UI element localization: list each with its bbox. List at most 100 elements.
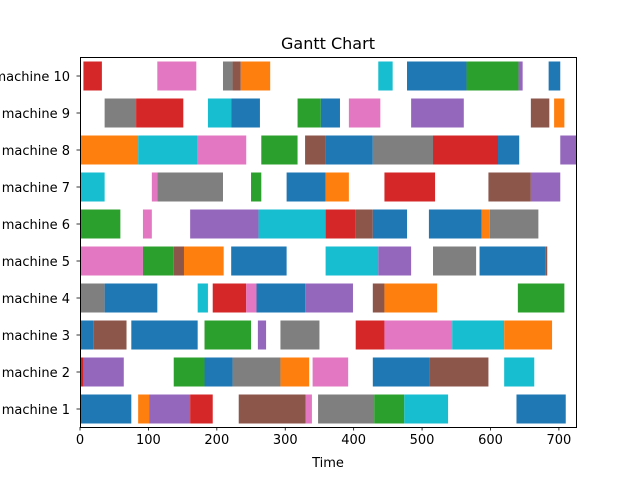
task-bar <box>305 394 312 424</box>
task-bar <box>232 61 241 91</box>
task-bar <box>240 61 271 91</box>
task-bar <box>466 61 519 91</box>
task-bar <box>80 283 105 313</box>
task-bar <box>149 394 191 424</box>
chart-title: Gantt Chart <box>281 34 375 53</box>
task-bar <box>173 357 205 387</box>
x-tick-label: 400 <box>341 433 366 448</box>
task-bar <box>104 283 158 313</box>
task-bar <box>80 357 84 387</box>
task-bar <box>378 61 393 91</box>
task-bar <box>548 61 561 91</box>
y-tick-label: machine 4 <box>2 292 70 307</box>
task-bar <box>504 320 553 350</box>
task-bar <box>545 246 548 276</box>
task-bar <box>151 172 158 202</box>
task-bar <box>355 209 373 239</box>
task-bar <box>207 98 232 128</box>
task-bar <box>318 394 375 424</box>
task-bar <box>197 283 208 313</box>
task-bar <box>325 209 356 239</box>
task-bar <box>173 246 184 276</box>
task-bar <box>489 209 539 239</box>
y-tick-label: machine 1 <box>2 403 70 418</box>
x-tick-label: 600 <box>478 433 503 448</box>
task-bar <box>93 320 127 350</box>
y-tick-label: machine 2 <box>2 366 70 381</box>
task-bar <box>80 394 132 424</box>
task-bar <box>190 209 259 239</box>
x-tick-label: 500 <box>410 433 435 448</box>
task-bar <box>80 172 105 202</box>
task-bar <box>378 246 412 276</box>
task-bar <box>428 209 482 239</box>
y-tick-label: machine 10 <box>0 70 70 85</box>
task-bar <box>232 357 281 387</box>
x-axis-label: Time <box>311 456 344 471</box>
y-tick-label: machine 6 <box>2 218 70 233</box>
task-bar <box>280 357 310 387</box>
task-bar <box>142 246 174 276</box>
task-bar <box>83 61 102 91</box>
task-bar <box>83 357 124 387</box>
task-bars <box>80 61 576 424</box>
task-bar <box>481 209 490 239</box>
task-bar <box>433 135 499 165</box>
x-tick-label: 0 <box>76 433 84 448</box>
task-bar <box>80 246 143 276</box>
task-bar <box>433 246 477 276</box>
task-bar <box>138 135 198 165</box>
y-tick-label: machine 9 <box>2 107 70 122</box>
y-tick-label: machine 3 <box>2 329 70 344</box>
x-axis-ticks: 0 100 200 300 400 500 600 700 <box>76 427 571 448</box>
task-bar <box>429 357 489 387</box>
task-bar <box>479 246 546 276</box>
task-bar <box>504 357 535 387</box>
y-tick-label: machine 8 <box>2 144 70 159</box>
task-bar <box>372 357 430 387</box>
task-bar <box>384 172 436 202</box>
task-bar <box>372 209 408 239</box>
task-bar <box>374 394 405 424</box>
task-bar <box>516 394 566 424</box>
task-bar <box>280 320 320 350</box>
task-bar <box>320 98 340 128</box>
task-bar <box>286 172 326 202</box>
task-bar <box>384 320 453 350</box>
task-bar <box>325 246 379 276</box>
task-bar <box>157 61 197 91</box>
task-bar <box>452 320 505 350</box>
task-bar <box>325 172 349 202</box>
task-bar <box>222 61 233 91</box>
task-bar <box>258 209 326 239</box>
task-bar <box>305 283 353 313</box>
x-tick-label: 200 <box>204 433 229 448</box>
task-bar <box>257 320 267 350</box>
task-bar <box>560 135 576 165</box>
task-bar <box>183 246 224 276</box>
task-bar <box>231 246 287 276</box>
task-bar <box>404 394 449 424</box>
task-bar <box>348 98 381 128</box>
task-bar <box>251 172 262 202</box>
task-bar <box>246 283 257 313</box>
task-bar <box>305 135 326 165</box>
task-bar <box>518 61 523 91</box>
task-bar <box>297 98 321 128</box>
y-tick-label: machine 7 <box>2 181 70 196</box>
task-bar <box>372 135 434 165</box>
task-bar <box>325 135 373 165</box>
task-bar <box>204 320 252 350</box>
task-bar <box>157 172 223 202</box>
plot-frame <box>80 57 577 428</box>
task-bar <box>80 320 94 350</box>
task-bar <box>498 135 520 165</box>
task-bar <box>411 98 464 128</box>
task-bar <box>238 394 306 424</box>
task-bar <box>231 98 260 128</box>
x-tick-label: 100 <box>136 433 161 448</box>
task-bar <box>312 357 349 387</box>
task-bar <box>138 394 150 424</box>
task-bar <box>261 135 298 165</box>
